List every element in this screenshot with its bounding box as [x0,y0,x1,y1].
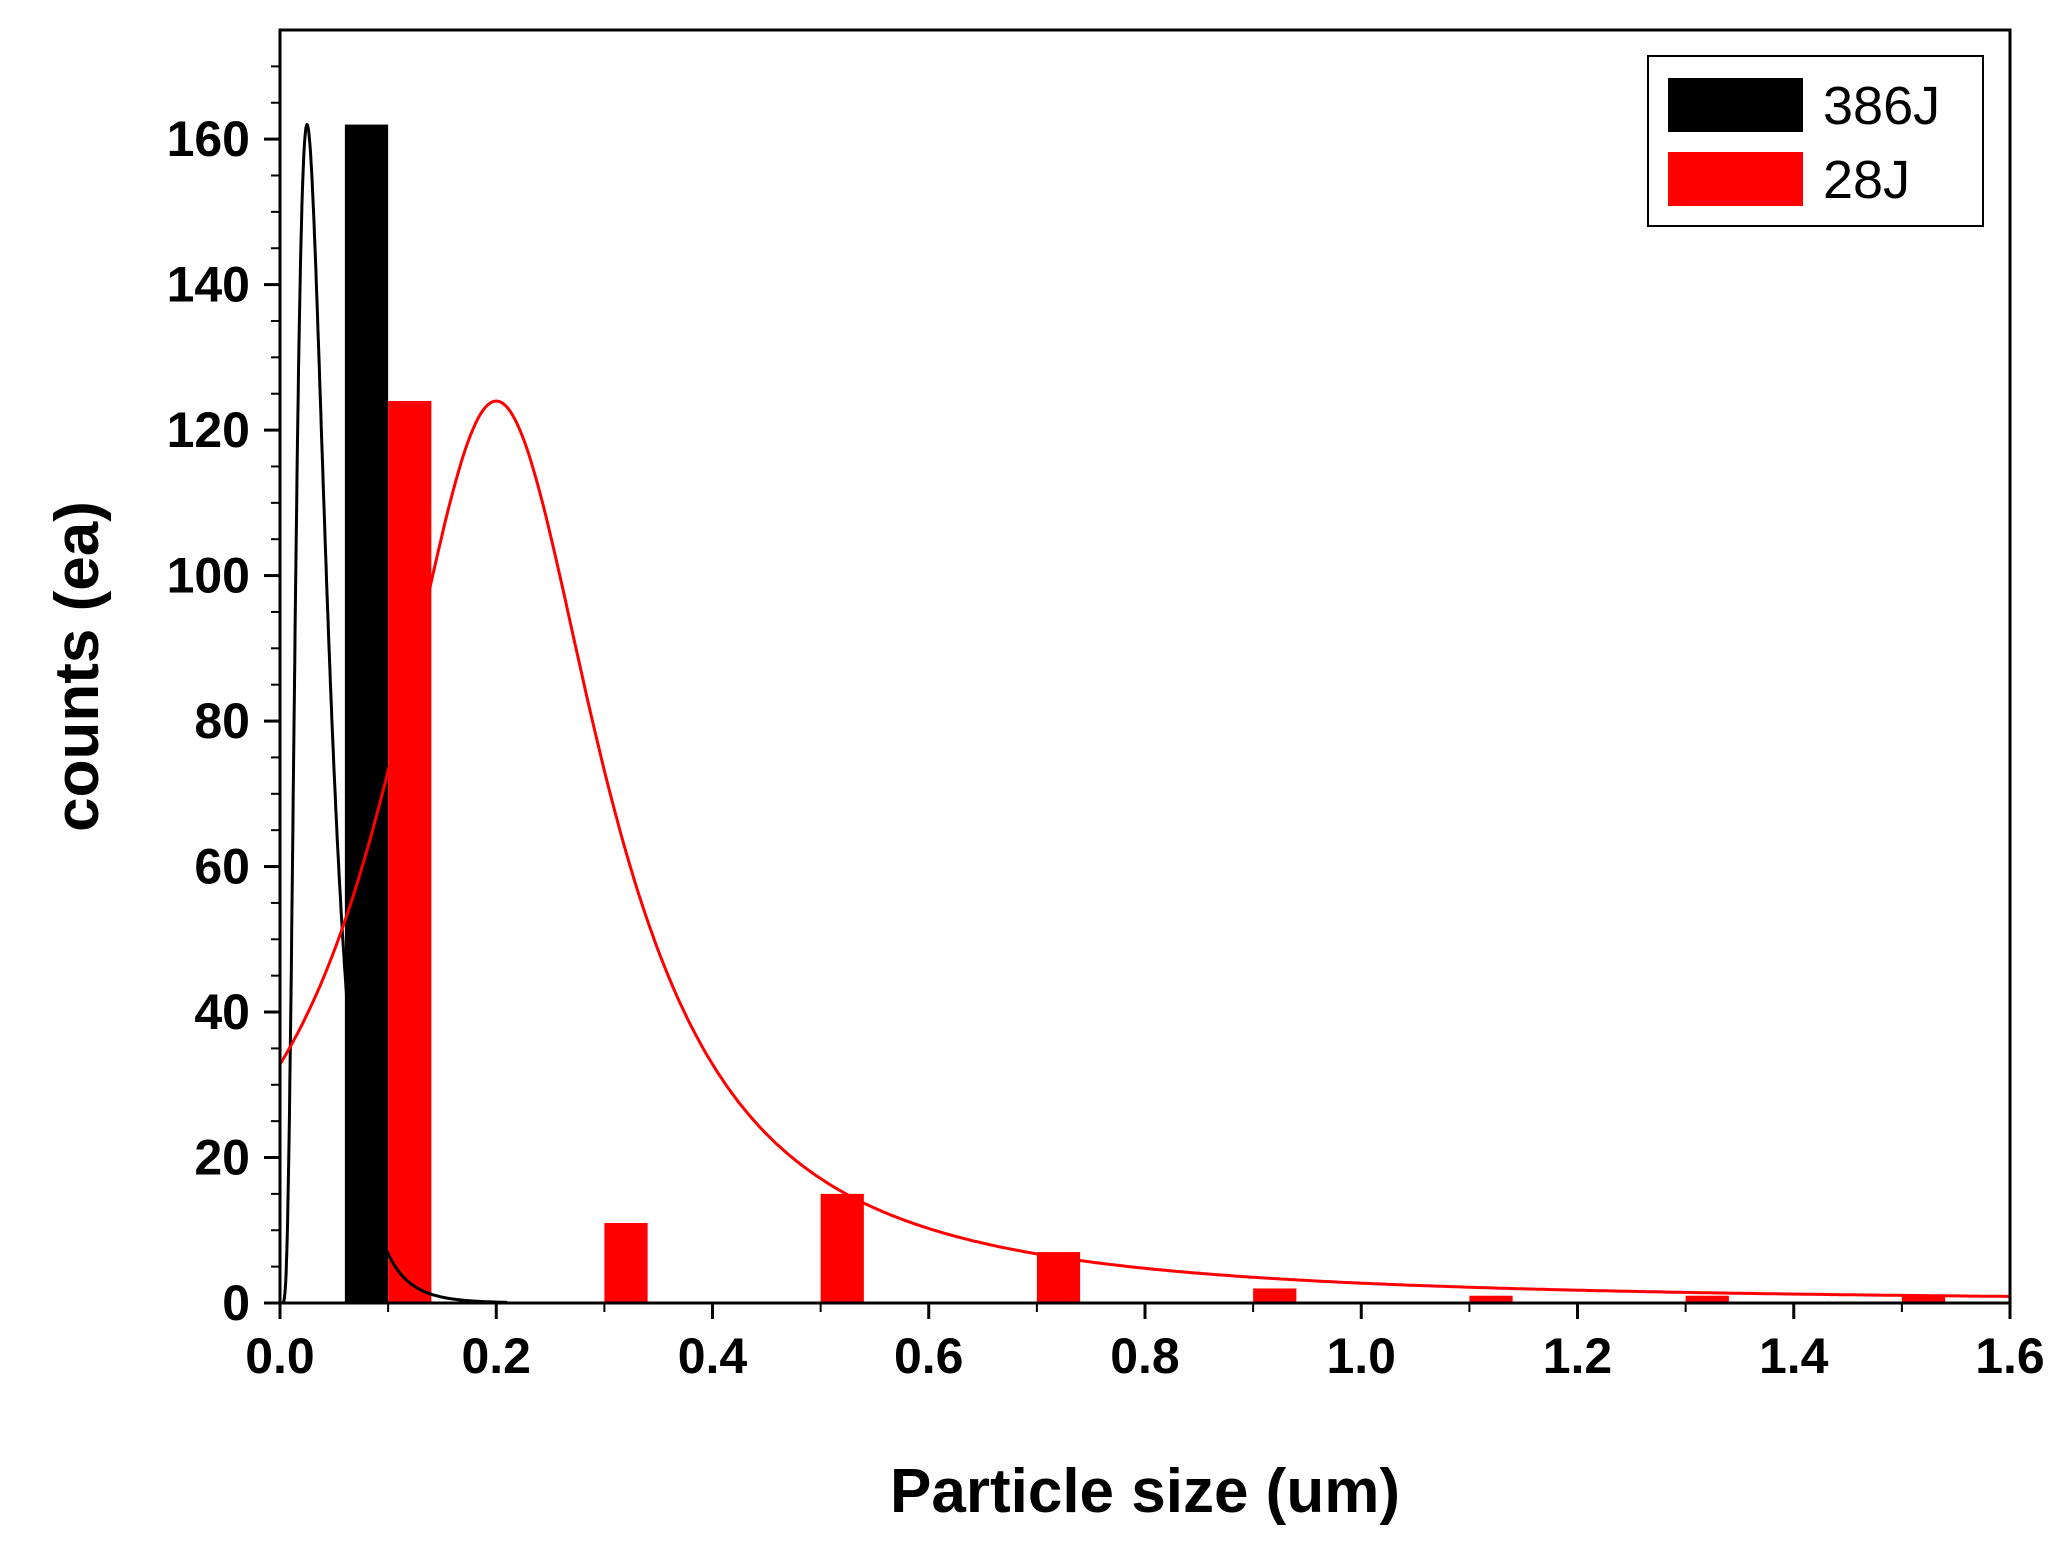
y-tick-label: 20 [194,1130,250,1186]
x-tick-label: 1.2 [1543,1328,1613,1384]
bar-28j-7 [1901,1295,1946,1303]
y-axis-title: counts (ea) [43,501,112,832]
bar-28j-4 [1253,1288,1297,1303]
bar-386j-0 [344,124,389,1304]
x-tick-label: 0.8 [1110,1328,1180,1384]
legend-swatch-386j [1668,78,1803,132]
y-tick-label: 40 [194,984,250,1040]
y-tick-label: 80 [194,693,250,749]
x-tick-label: 1.0 [1326,1328,1396,1384]
x-axis-title: Particle size (um) [890,1457,1400,1526]
fit-curves-layer [278,122,2010,1305]
y-tick-label: 0 [222,1275,250,1331]
y-tick-label: 160 [167,111,250,167]
bar-28j-5 [1469,1295,1513,1303]
bars-layer [344,124,1946,1304]
x-tick-label: 0.0 [245,1328,315,1384]
legend-label-386j: 386J [1823,76,1940,136]
y-tick-label: 60 [194,839,250,895]
x-tick-label: 0.6 [894,1328,964,1384]
x-tick-label: 1.4 [1759,1328,1829,1384]
x-tick-label: 1.6 [1975,1328,2045,1384]
legend-swatch-28j [1668,152,1803,206]
bar-28j-1 [604,1222,648,1303]
y-tick-label: 100 [167,548,250,604]
y-tick-label: 120 [167,402,250,458]
x-tick-label: 0.2 [461,1328,531,1384]
fit-curve-28j [278,399,2010,1298]
fit-curve-386j [280,122,508,1305]
bar-28j-6 [1685,1295,1729,1303]
y-tick-label: 140 [167,257,250,313]
bar-28j-0 [388,400,432,1303]
legend-label-28j: 28J [1823,150,1910,210]
x-tick-label: 0.4 [678,1328,748,1384]
bar-28j-2 [820,1193,864,1303]
legend: 386J 28J [1647,55,1984,227]
axes-layer: 0.0 0.2 0.4 0.6 0.8 1.0 1.2 1.4 1.6 0 20 40 60 80 100 1… [167,28,2045,1384]
